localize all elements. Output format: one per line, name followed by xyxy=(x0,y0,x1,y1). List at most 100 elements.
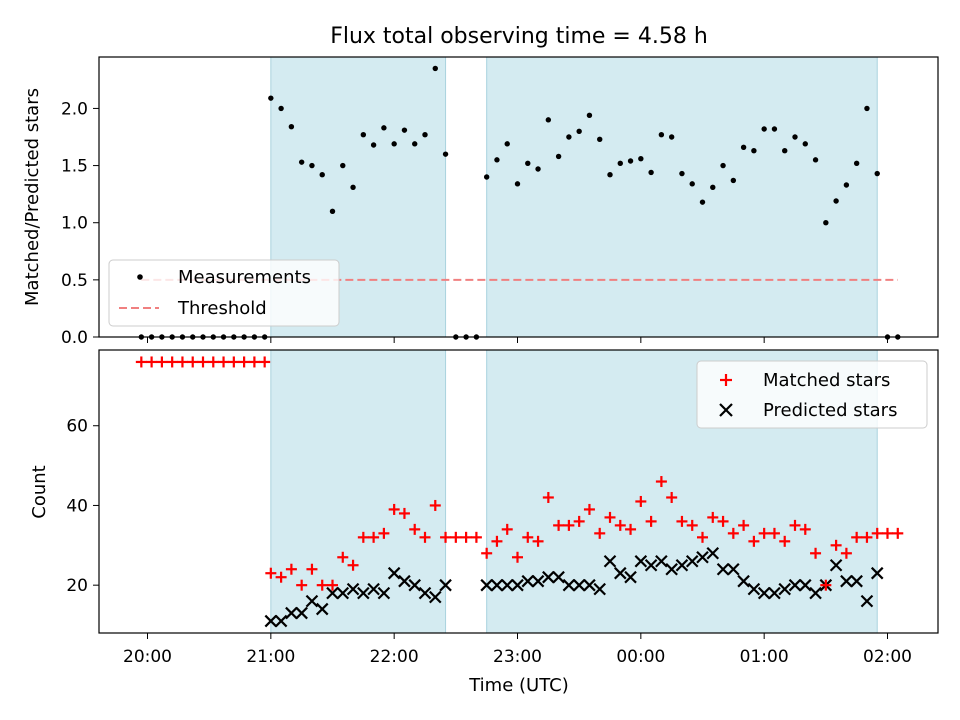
matched-star-point xyxy=(176,356,188,368)
matched-star-point xyxy=(248,356,260,368)
measurement-point xyxy=(761,126,767,132)
matched-star-point xyxy=(512,551,523,563)
matched-star-point xyxy=(625,523,637,535)
measurement-point xyxy=(699,199,706,205)
bottom-x-axis-label: Time (UTC) xyxy=(468,675,569,696)
matched-star-point xyxy=(676,515,688,527)
matched-star-point xyxy=(146,356,158,368)
matched-star-point xyxy=(440,531,452,543)
matched-star-point xyxy=(758,527,770,539)
bottom-x-tick-label: 22:00 xyxy=(370,647,419,667)
measurement-point xyxy=(535,166,541,172)
predicted-star-point xyxy=(655,554,668,568)
predicted-star-point xyxy=(778,582,792,596)
predicted-star-point xyxy=(511,578,524,592)
predicted-star-point xyxy=(377,586,391,600)
measurement-point xyxy=(340,162,346,169)
measurement-point xyxy=(853,160,860,166)
top-y-tick-label: 2.0 xyxy=(61,99,88,119)
matched-star-point xyxy=(218,356,230,368)
bottom-x-ticks: 20:00 21:00 22:00 23:00 00:00 01:00 02:00 xyxy=(123,633,912,667)
predicted-star-point xyxy=(305,594,319,608)
measurement-point xyxy=(627,158,634,164)
bottom-y-tick-label: 60 xyxy=(66,417,88,437)
measurement-point xyxy=(545,117,552,123)
measurement-point xyxy=(648,169,654,176)
predicted-star-point xyxy=(747,582,761,596)
matched-star-point xyxy=(429,499,441,511)
top-chart-title: Flux total observing time = 4.58 h xyxy=(330,24,708,49)
measurement-point xyxy=(802,141,808,147)
matched-star-point xyxy=(871,527,883,539)
matched-star-point xyxy=(727,527,739,539)
measurement-point xyxy=(288,124,295,130)
predicted-star-point xyxy=(531,574,545,588)
matched-star-point xyxy=(460,531,472,543)
bottom-x-tick-label: 21:00 xyxy=(246,647,295,667)
top-panel: 0.00.51.01.52.0 Matched/Predicted stars … xyxy=(22,56,939,348)
predicted-star-point xyxy=(634,554,648,568)
measurement-point xyxy=(751,148,757,154)
measurement-point xyxy=(422,132,428,138)
legend-measurements-label: Measurements xyxy=(178,267,311,288)
measurement-point xyxy=(658,132,665,138)
legend-threshold-label: Threshold xyxy=(177,298,267,319)
shaded-interval xyxy=(486,56,878,338)
bottom-x-tick-label: 20:00 xyxy=(123,647,172,667)
measurement-point xyxy=(668,134,675,140)
matched-star-point xyxy=(532,535,544,547)
predicted-star-point xyxy=(357,586,370,600)
legend-matched-label: Matched stars xyxy=(763,370,890,391)
predicted-star-point xyxy=(295,606,308,620)
matched-star-point xyxy=(810,547,822,559)
predicted-star-point xyxy=(613,566,627,580)
predicted-star-point xyxy=(685,554,699,568)
predicted-star-point xyxy=(490,578,504,592)
matched-star-point xyxy=(892,527,904,539)
measurement-point xyxy=(350,184,356,190)
matched-star-point xyxy=(275,571,287,583)
measurement-point xyxy=(833,198,839,204)
matched-star-point xyxy=(573,515,585,527)
matched-star-point xyxy=(337,551,349,563)
measurement-point xyxy=(401,127,408,133)
predicted-star-point xyxy=(521,574,535,588)
bottom-legend: Matched stars Predicted stars xyxy=(696,360,928,429)
matched-star-point xyxy=(481,547,493,559)
predicted-star-point xyxy=(716,562,730,576)
predicted-star-point xyxy=(315,602,329,616)
bottom-y-tick-label: 40 xyxy=(66,496,88,516)
predicted-star-point xyxy=(418,586,432,600)
measurement-point xyxy=(329,208,336,214)
top-y-tick-label: 1.0 xyxy=(61,214,88,234)
predicted-star-point xyxy=(809,586,822,600)
predicted-star-point xyxy=(336,586,350,600)
predicted-star-point xyxy=(346,582,360,596)
matched-star-point xyxy=(604,511,616,523)
matched-star-point xyxy=(450,531,462,543)
top-y-ticks: 0.0 0.5 1.0 1.5 2.0 xyxy=(61,99,99,348)
measurement-point xyxy=(771,126,778,132)
predicted-star-point xyxy=(624,570,637,584)
measurement-point xyxy=(576,128,582,134)
measurement-point xyxy=(566,134,572,140)
top-y-tick-label: 0.0 xyxy=(61,328,88,348)
measurement-point xyxy=(720,162,726,169)
matched-star-point xyxy=(470,531,482,543)
measurement-point xyxy=(432,65,438,72)
matched-star-point xyxy=(501,523,513,535)
measurement-point xyxy=(843,182,850,188)
top-legend: Measurements Threshold xyxy=(108,259,340,327)
matched-star-point xyxy=(135,356,147,368)
matched-star-point xyxy=(347,559,359,571)
measurement-point xyxy=(638,156,644,162)
matched-star-point xyxy=(316,579,328,591)
matched-star-point xyxy=(306,563,318,575)
predicted-star-point xyxy=(603,554,617,568)
predicted-star-point xyxy=(367,582,380,596)
top-y-tick-label: 0.5 xyxy=(61,271,88,291)
predicted-star-point xyxy=(264,614,278,628)
predicted-star-point xyxy=(644,558,658,572)
matched-star-point xyxy=(707,511,719,523)
predicted-star-point xyxy=(480,578,493,592)
